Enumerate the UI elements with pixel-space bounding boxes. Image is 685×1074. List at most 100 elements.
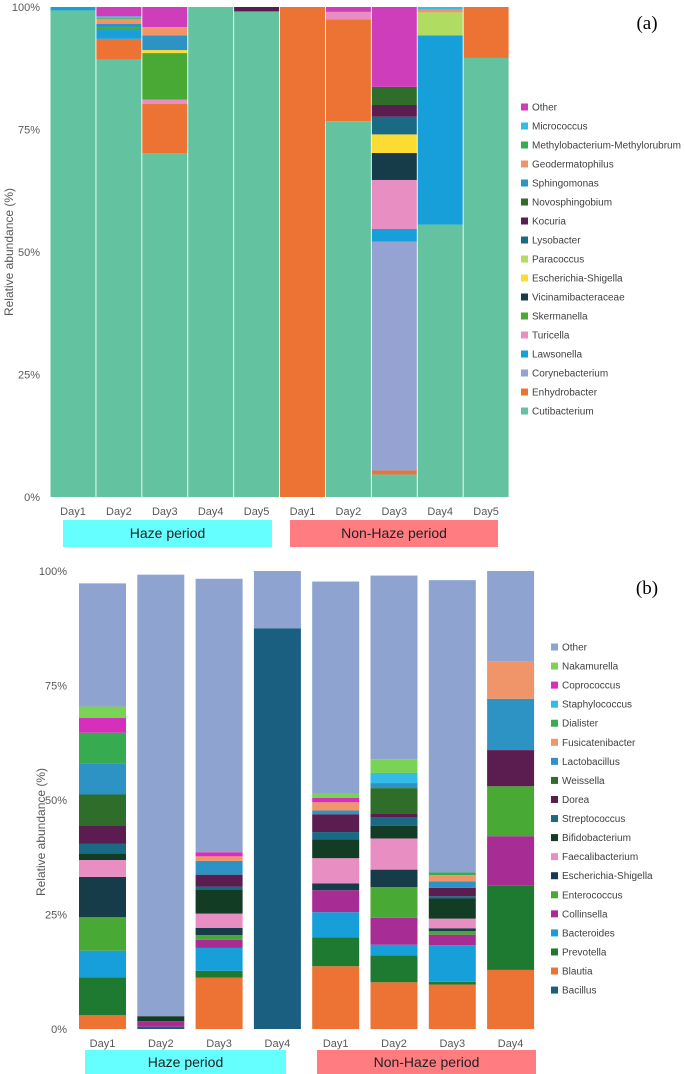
bar-segment-other bbox=[370, 575, 418, 760]
bar-segment-other bbox=[195, 578, 243, 853]
bar-segment-streptococcus bbox=[370, 817, 418, 826]
panel-b-x-tick-label: Day3 bbox=[206, 1038, 232, 1050]
bar-segment-coprococcus bbox=[195, 852, 243, 857]
period-banner bbox=[85, 1050, 286, 1074]
legend-swatch bbox=[521, 369, 528, 377]
bar-segment-faecalibacterium bbox=[370, 838, 418, 870]
panel-a-label: (a) bbox=[636, 13, 657, 34]
panel-b-y-tick-label: 25% bbox=[45, 910, 67, 922]
bar-segment-geodermatophilus bbox=[96, 18, 142, 24]
bar-segment-lactobacillus bbox=[370, 783, 418, 789]
bar-segment-micrococcus bbox=[417, 7, 463, 10]
bar-segment-nakamurella bbox=[370, 759, 418, 773]
legend-label: Geodermatophilus bbox=[532, 160, 614, 171]
bar-segment-streptococcus bbox=[312, 832, 360, 840]
legend-swatch bbox=[521, 198, 528, 206]
bar-segment-turicella bbox=[371, 179, 417, 229]
legend-swatch bbox=[551, 815, 558, 823]
bar-segment-dorea bbox=[428, 887, 476, 897]
legend-label: Kocuria bbox=[532, 217, 566, 228]
bar-segment-enhydrobacter bbox=[371, 470, 417, 475]
panel-a-x-tick-label: Day1 bbox=[290, 506, 316, 518]
period-label: Haze period bbox=[130, 525, 206, 541]
panel-b-y-tick-label: 0% bbox=[51, 1024, 67, 1036]
bar-segment-paracoccus bbox=[417, 12, 463, 36]
bar-segment-bifidobacterium bbox=[428, 898, 476, 919]
panel-b-x-tick-label: Day4 bbox=[498, 1038, 524, 1050]
bar-segment-cutibacterium bbox=[463, 57, 509, 498]
legend-label: Nakamurella bbox=[562, 662, 619, 673]
bar-segment-faecalibacterium bbox=[428, 918, 476, 929]
legend-label: Escherichia-Shigella bbox=[532, 274, 623, 285]
panel-a-x-tick-label: Day3 bbox=[152, 506, 178, 518]
legend-swatch bbox=[551, 700, 558, 708]
panel-a-x-tick-label: Day2 bbox=[336, 506, 362, 518]
panel-a-x-tick-label: Day5 bbox=[244, 506, 270, 518]
legend-label: Escherichia-Shigella bbox=[562, 871, 653, 882]
bar-segment-prevotella bbox=[195, 970, 243, 978]
legend-label: Bacillus bbox=[562, 986, 596, 997]
panel-a-x-tick-label: Day4 bbox=[427, 506, 453, 518]
panel-b-y-axis-label: Relative abundance (%) bbox=[34, 768, 48, 896]
legend-swatch bbox=[551, 872, 558, 880]
bar-segment-staphylococcus bbox=[370, 772, 418, 784]
panel-b-stacked-bar-chart: (b) Relative abundance (%) 0% 25% 50% 75% 10… bbox=[34, 566, 658, 1074]
legend-swatch bbox=[521, 388, 528, 396]
bar-segment-turicella bbox=[325, 11, 371, 20]
panel-b-label: (b) bbox=[636, 578, 658, 599]
legend-label: Collinsella bbox=[562, 909, 608, 920]
bar-segment-streptococcus bbox=[79, 843, 126, 854]
panel-b-y-tick-label: 100% bbox=[39, 566, 67, 578]
bar-segment-skermanella bbox=[96, 27, 142, 31]
legend-label: Streptococcus bbox=[562, 814, 625, 825]
bar-segment-blautia bbox=[312, 966, 360, 1029]
bar-segment-bacteroides bbox=[428, 945, 476, 982]
bar-segment-enterococcus bbox=[487, 786, 535, 837]
bar-segment-lactobacillus bbox=[487, 698, 535, 751]
bar-segment-corynebacterium bbox=[371, 241, 417, 471]
bar-segment-lawsonella bbox=[417, 35, 463, 225]
bar-segment-lysobacter bbox=[371, 116, 417, 135]
period-banner bbox=[63, 520, 272, 547]
legend-swatch bbox=[521, 179, 528, 187]
panel-b-x-tick-label: Day2 bbox=[148, 1038, 174, 1050]
legend-label: Corynebacterium bbox=[532, 369, 608, 380]
legend-swatch bbox=[551, 776, 558, 784]
bar-segment-sphingomonas bbox=[96, 23, 142, 28]
bar-segment-enterococcus bbox=[428, 930, 476, 935]
bar-segment-cutibacterium bbox=[371, 474, 417, 497]
bar-segment-other bbox=[96, 7, 142, 17]
legend-label: Turicella bbox=[532, 331, 570, 342]
bar-segment-enhydrobacter bbox=[280, 7, 325, 497]
panel-b-y-tick-label: 50% bbox=[45, 795, 67, 807]
bar-segment-escherichia-shigella bbox=[370, 869, 418, 888]
legend-label: Cutibacterium bbox=[532, 407, 594, 418]
legend-label: Lawsonella bbox=[532, 350, 582, 361]
bar-segment-bacteroides bbox=[79, 950, 126, 978]
bar-segment-escherichia-shigella bbox=[428, 928, 476, 931]
panel-a-x-tick-label: Day1 bbox=[60, 506, 86, 518]
legend-label: Dialister bbox=[562, 719, 599, 730]
legend-swatch bbox=[521, 103, 528, 111]
period-label: Non-Haze period bbox=[374, 1054, 480, 1070]
period-label: Non-Haze period bbox=[341, 525, 447, 541]
legend-label: Paracoccus bbox=[532, 255, 584, 266]
bar-segment-escherichia-shigella bbox=[371, 134, 417, 154]
legend-label: Enterococcus bbox=[562, 890, 623, 901]
legend-swatch bbox=[551, 853, 558, 861]
legend-label: Faecalibacterium bbox=[562, 852, 638, 863]
legend-swatch bbox=[551, 662, 558, 670]
legend-label: Weissella bbox=[562, 776, 605, 787]
legend-swatch bbox=[521, 407, 528, 415]
legend-swatch bbox=[551, 834, 558, 842]
bar-segment-prevotella bbox=[428, 981, 476, 985]
bar-segment-geodermatophilus bbox=[417, 9, 463, 13]
legend-label: Staphylococcus bbox=[562, 700, 632, 711]
legend-swatch bbox=[551, 738, 558, 746]
panel-b-x-tick-label: Day4 bbox=[265, 1038, 291, 1050]
bar-segment-kocuria bbox=[234, 7, 280, 12]
bar-segment-other bbox=[137, 574, 185, 1017]
bar-segment-turicella bbox=[142, 99, 188, 105]
bar-segment-weissella bbox=[370, 788, 418, 814]
